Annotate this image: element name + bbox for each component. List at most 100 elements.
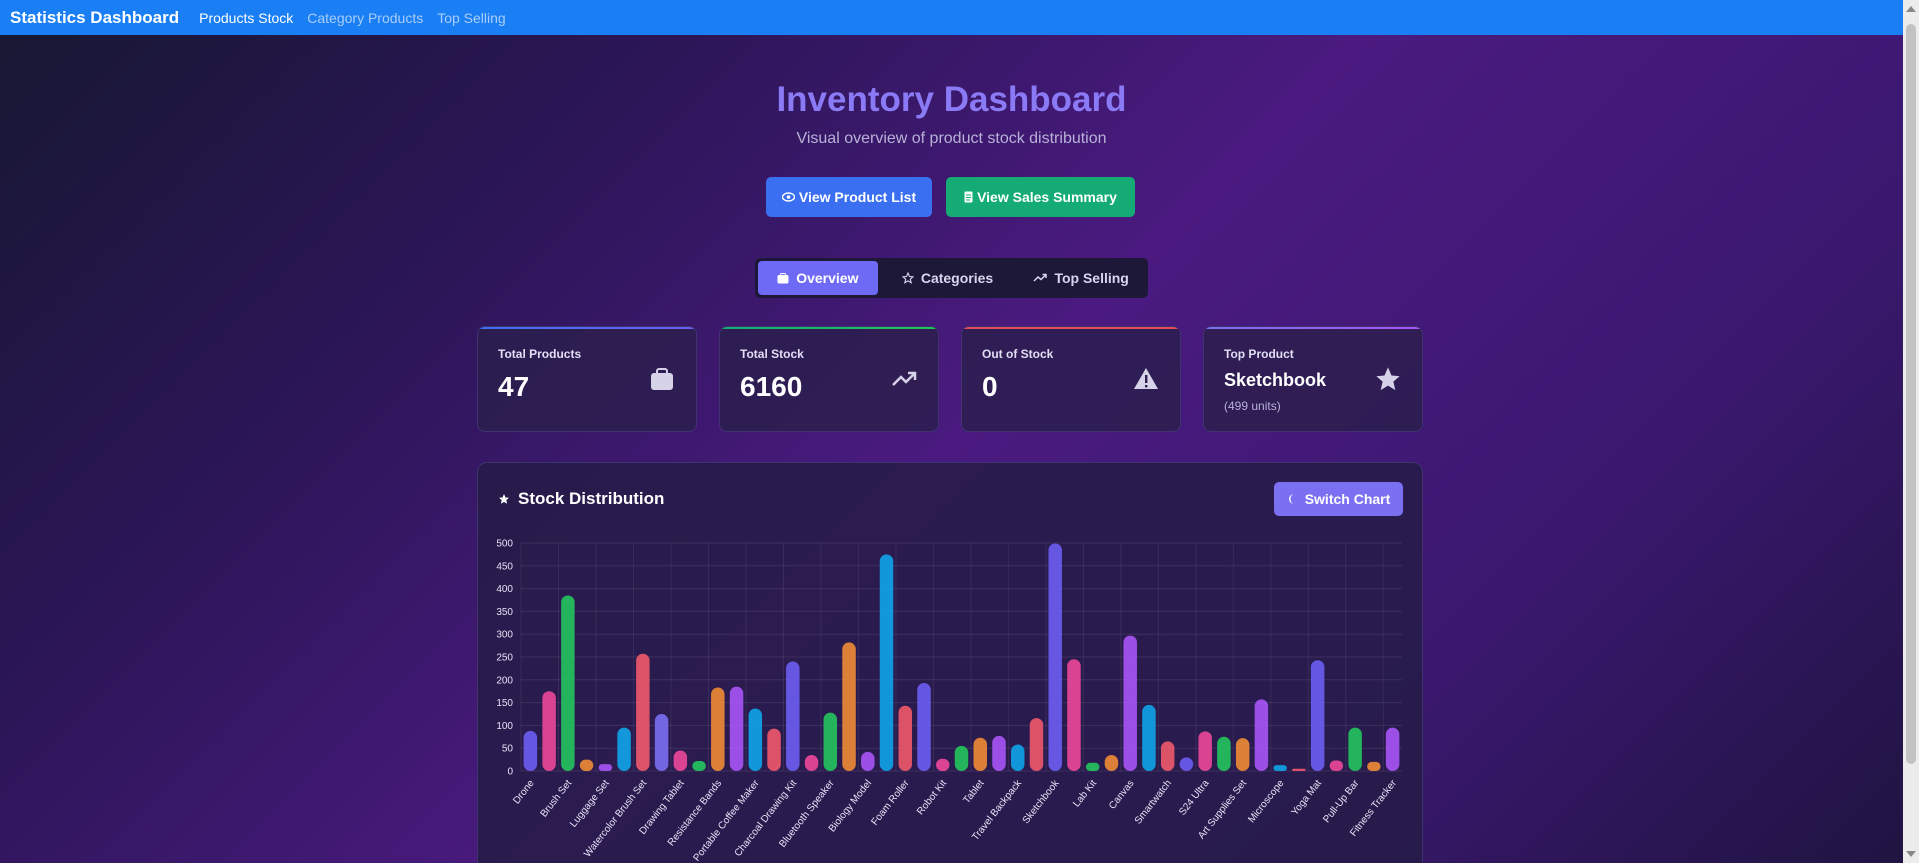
- total-stock-label: Total Stock: [740, 347, 804, 361]
- tab-categories[interactable]: Categories: [878, 261, 1018, 295]
- bar: [1292, 768, 1306, 771]
- x-tick-label: Drone: [511, 778, 537, 807]
- total-products-value: 47: [498, 371, 530, 402]
- bar: [654, 714, 669, 771]
- bar: [879, 554, 894, 771]
- y-tick-label: 500: [496, 539, 513, 550]
- bar: [1085, 762, 1100, 771]
- bar: [1348, 727, 1362, 771]
- scroll-thumb[interactable]: [1906, 24, 1916, 764]
- bar: [542, 691, 556, 771]
- x-tick-label: Tablet: [962, 778, 987, 806]
- y-tick-label: 150: [496, 698, 513, 709]
- nav-link-products-stock[interactable]: Products Stock: [199, 9, 294, 26]
- x-tick-label: Portable Coffee Maker: [692, 778, 763, 863]
- bar: [954, 745, 969, 771]
- view-sales-summary-label: View Sales Summary: [977, 189, 1117, 205]
- bar: [1367, 761, 1381, 771]
- trending-up-icon: [1033, 273, 1048, 282]
- star-icon: [1376, 367, 1400, 391]
- view-sales-summary-button[interactable]: View Sales Summary: [946, 177, 1135, 217]
- y-tick-label: 400: [496, 584, 513, 595]
- card-accent-bar: [720, 327, 938, 329]
- page-scrollbar[interactable]: [1903, 0, 1919, 863]
- bar: [1273, 765, 1287, 771]
- star-outline-icon: [901, 272, 914, 284]
- bar: [673, 750, 688, 771]
- tab-categories-label: Categories: [920, 270, 994, 286]
- warning-icon: [1134, 368, 1158, 389]
- document-icon: [964, 191, 973, 203]
- page-title: Inventory Dashboard: [776, 80, 1127, 119]
- x-tick-label: Lab Kit: [1071, 778, 1099, 809]
- bar: [1029, 718, 1044, 771]
- bar: [898, 705, 913, 771]
- nav-link-top-selling[interactable]: Top Selling: [437, 9, 506, 26]
- x-tick-label: Smartwatch: [1133, 778, 1174, 826]
- bar: [804, 755, 819, 771]
- x-tick-label: Sketchbook: [1021, 777, 1062, 826]
- bar: [748, 708, 763, 771]
- x-tick-label: Pull-Up Bar: [1321, 778, 1362, 826]
- bar: [1179, 757, 1194, 771]
- top-product-value: Sketchbook: [1224, 370, 1327, 390]
- stock-bar-chart: 0 50 100 150 200 250 300 350 400 450 500 Drone Brush…: [496, 539, 1402, 863]
- card-accent-bar: [478, 327, 696, 329]
- total-stock-card: Total Stock 6160: [719, 326, 939, 432]
- x-tick-label: Brush Set: [539, 778, 575, 820]
- scroll-up-arrow-icon[interactable]: [1906, 6, 1916, 12]
- out-of-stock-label: Out of Stock: [982, 347, 1054, 361]
- bar: [1385, 727, 1400, 771]
- bar: [523, 730, 538, 771]
- y-tick-label: 100: [496, 721, 513, 732]
- trending-up-icon: [892, 371, 917, 386]
- y-tick-label: 200: [496, 675, 513, 686]
- y-tick-label: 450: [496, 561, 513, 572]
- bar: [1254, 699, 1269, 771]
- eye-icon: [781, 192, 795, 202]
- star-icon: [499, 494, 509, 504]
- bar: [561, 595, 575, 771]
- tab-overview[interactable]: Overview: [758, 261, 878, 295]
- card-accent-bar: [1204, 327, 1422, 329]
- bar: [917, 682, 931, 771]
- total-products-card: Total Products 47: [477, 326, 697, 432]
- bar: [1329, 760, 1344, 771]
- tab-top-selling[interactable]: Top Selling: [1017, 261, 1145, 295]
- tab-top-selling-label: Top Selling: [1054, 270, 1129, 286]
- bar: [729, 686, 744, 771]
- bar: [1160, 741, 1175, 771]
- bar: [579, 759, 594, 771]
- bar: [1104, 755, 1119, 771]
- box-icon: [777, 272, 789, 283]
- bar: [973, 737, 987, 771]
- y-tick-label: 50: [502, 744, 514, 755]
- stock-distribution-panel: Stock Distribution Switch Chart: [477, 462, 1423, 863]
- bar: [636, 653, 650, 771]
- x-tick-label: Canvas: [1107, 778, 1137, 811]
- bar: [823, 712, 838, 771]
- view-product-list-button[interactable]: View Product List: [766, 177, 932, 217]
- card-accent-bar: [962, 327, 1180, 329]
- y-tick-label: 350: [496, 607, 513, 618]
- top-product-units: (499 units): [1224, 399, 1281, 413]
- x-tick-label: Yoga Mat: [1290, 778, 1325, 818]
- total-stock-value: 6160: [740, 371, 803, 402]
- view-tabs: Overview Categories Top Selling: [755, 258, 1148, 298]
- x-tick-label: Robot Kit: [915, 778, 949, 817]
- bar: [1048, 543, 1062, 771]
- x-tick-label: S24 Ultra: [1177, 778, 1212, 818]
- bar: [617, 727, 631, 771]
- bar: [1310, 660, 1325, 771]
- bar: [1217, 736, 1231, 771]
- page-subtitle: Visual overview of product stock distrib…: [796, 130, 1107, 147]
- switch-chart-button[interactable]: Switch Chart: [1274, 482, 1403, 516]
- bar: [1198, 731, 1212, 771]
- tab-overview-label: Overview: [796, 270, 859, 286]
- nav-link-category-products[interactable]: Category Products: [307, 9, 424, 26]
- switch-chart-label: Switch Chart: [1304, 491, 1391, 507]
- bar: [598, 764, 613, 771]
- x-tick-label: Watercolor Brush Set: [582, 778, 649, 860]
- scroll-down-arrow-icon[interactable]: [1906, 851, 1916, 857]
- navbar-brand[interactable]: Statistics Dashboard: [10, 7, 180, 27]
